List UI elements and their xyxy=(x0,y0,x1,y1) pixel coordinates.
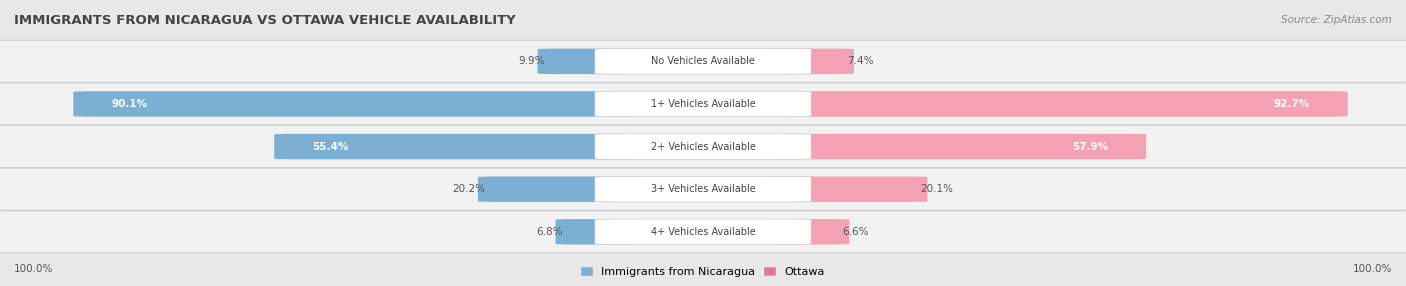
Text: 20.1%: 20.1% xyxy=(921,184,953,194)
FancyBboxPatch shape xyxy=(0,168,1406,210)
Text: No Vehicles Available: No Vehicles Available xyxy=(651,56,755,66)
FancyBboxPatch shape xyxy=(274,134,637,159)
Text: 100.0%: 100.0% xyxy=(1353,264,1392,274)
FancyBboxPatch shape xyxy=(73,91,637,117)
Text: 6.8%: 6.8% xyxy=(536,227,562,237)
FancyBboxPatch shape xyxy=(769,91,1348,117)
FancyBboxPatch shape xyxy=(478,176,637,202)
FancyBboxPatch shape xyxy=(0,125,1406,168)
FancyBboxPatch shape xyxy=(537,49,637,74)
Text: 2+ Vehicles Available: 2+ Vehicles Available xyxy=(651,142,755,152)
Text: 90.1%: 90.1% xyxy=(111,99,148,109)
FancyBboxPatch shape xyxy=(769,49,853,74)
FancyBboxPatch shape xyxy=(595,176,811,202)
FancyBboxPatch shape xyxy=(0,210,1406,253)
Text: Source: ZipAtlas.com: Source: ZipAtlas.com xyxy=(1281,15,1392,25)
FancyBboxPatch shape xyxy=(595,134,811,159)
Text: 57.9%: 57.9% xyxy=(1073,142,1108,152)
Text: 1+ Vehicles Available: 1+ Vehicles Available xyxy=(651,99,755,109)
Text: 55.4%: 55.4% xyxy=(312,142,349,152)
FancyBboxPatch shape xyxy=(769,219,849,245)
Text: 92.7%: 92.7% xyxy=(1274,99,1310,109)
FancyBboxPatch shape xyxy=(555,219,637,245)
Text: 20.2%: 20.2% xyxy=(451,184,485,194)
FancyBboxPatch shape xyxy=(0,83,1406,125)
Text: 6.6%: 6.6% xyxy=(842,227,869,237)
FancyBboxPatch shape xyxy=(595,219,811,245)
Text: 3+ Vehicles Available: 3+ Vehicles Available xyxy=(651,184,755,194)
FancyBboxPatch shape xyxy=(595,49,811,74)
FancyBboxPatch shape xyxy=(595,91,811,117)
FancyBboxPatch shape xyxy=(769,176,928,202)
FancyBboxPatch shape xyxy=(769,134,1146,159)
FancyBboxPatch shape xyxy=(0,40,1406,83)
Text: 7.4%: 7.4% xyxy=(846,56,873,66)
Text: 100.0%: 100.0% xyxy=(14,264,53,274)
Legend: Immigrants from Nicaragua, Ottawa: Immigrants from Nicaragua, Ottawa xyxy=(581,267,825,277)
Text: 4+ Vehicles Available: 4+ Vehicles Available xyxy=(651,227,755,237)
Text: IMMIGRANTS FROM NICARAGUA VS OTTAWA VEHICLE AVAILABILITY: IMMIGRANTS FROM NICARAGUA VS OTTAWA VEHI… xyxy=(14,13,516,27)
Text: 9.9%: 9.9% xyxy=(517,56,544,66)
